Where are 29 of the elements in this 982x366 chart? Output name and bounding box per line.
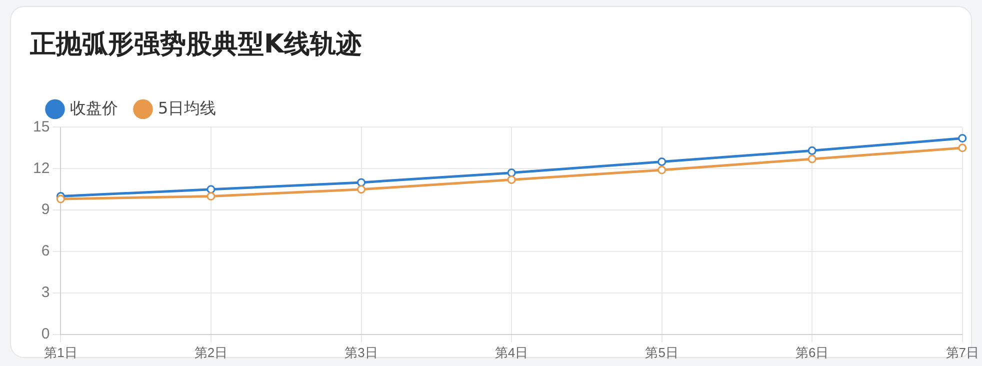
point xyxy=(56,194,65,204)
y-tick-label: 0 xyxy=(41,326,50,343)
y-tick-label: 3 xyxy=(41,284,50,302)
y-tick-label: 9 xyxy=(41,201,50,218)
chart-title: 正抛弧形强势股典型K线轨迹 xyxy=(29,29,362,60)
x-tick-label: 第7日 xyxy=(946,344,979,360)
x-tick-label: 第4日 xyxy=(494,344,528,360)
point xyxy=(808,146,816,155)
point xyxy=(658,157,666,166)
legend-label: 收盘价 xyxy=(70,98,118,118)
point xyxy=(808,154,816,164)
point xyxy=(958,144,967,152)
point xyxy=(206,192,216,201)
point xyxy=(357,185,366,194)
point xyxy=(958,134,967,142)
y-tick-label: 6 xyxy=(41,242,50,260)
x-tick-label: 第3日 xyxy=(344,344,378,360)
x-tick-label: 第5日 xyxy=(645,344,678,360)
x-tick-label: 第6日 xyxy=(795,344,829,360)
y-tick-label: 12 xyxy=(32,160,50,177)
point xyxy=(357,178,366,187)
y-tick-label: 15 xyxy=(32,118,50,136)
point xyxy=(206,185,216,194)
point xyxy=(507,168,516,178)
point xyxy=(507,175,516,184)
x-tick-label: 第2日 xyxy=(194,344,228,360)
x-tick-label: 第1日 xyxy=(44,344,78,360)
point xyxy=(658,166,666,174)
legend-label: 5日均线 xyxy=(158,98,216,118)
